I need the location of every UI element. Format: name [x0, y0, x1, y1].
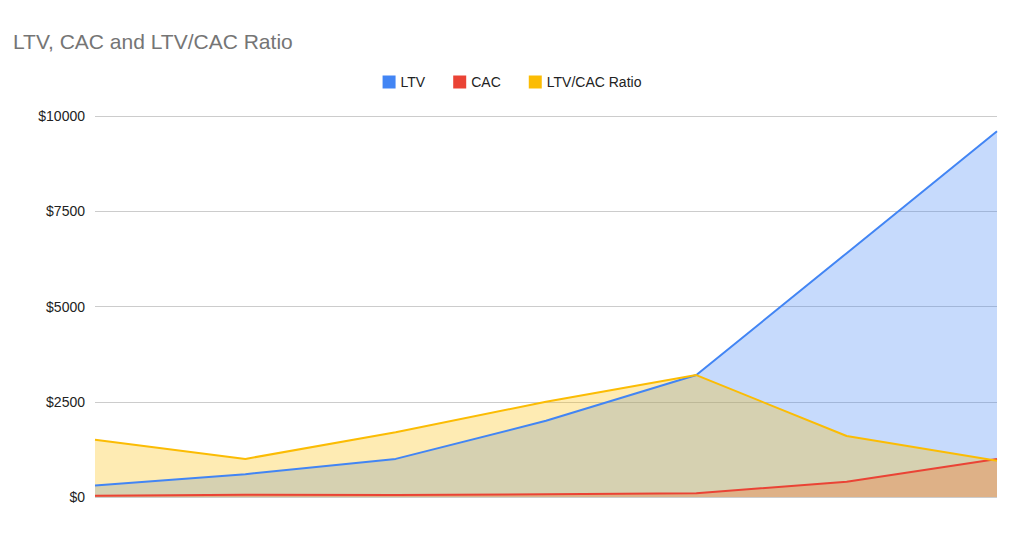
- svg-text:$7500: $7500: [46, 203, 85, 219]
- svg-text:$5000: $5000: [46, 299, 85, 315]
- svg-text:LTV/CAC Ratio: LTV/CAC Ratio: [547, 74, 642, 90]
- svg-text:LTV, CAC and LTV/CAC Ratio: LTV, CAC and LTV/CAC Ratio: [13, 30, 293, 53]
- svg-text:$0: $0: [69, 489, 85, 505]
- svg-text:$2500: $2500: [46, 394, 85, 410]
- svg-text:$10000: $10000: [38, 108, 85, 124]
- svg-text:LTV: LTV: [401, 74, 426, 90]
- svg-text:CAC: CAC: [471, 74, 501, 90]
